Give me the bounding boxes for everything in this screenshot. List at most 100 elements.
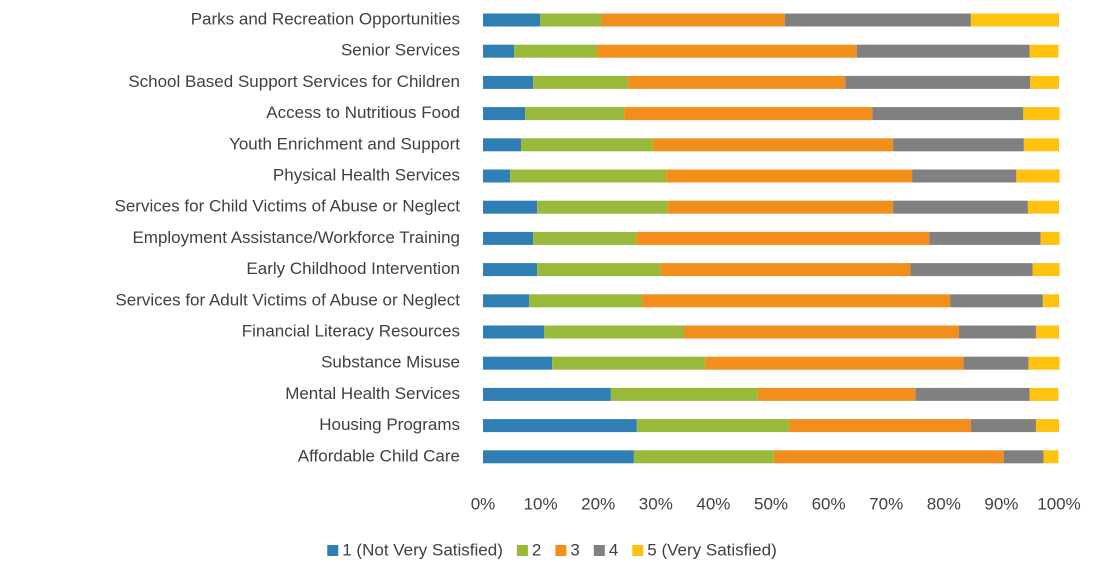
bar-segment	[1029, 44, 1059, 58]
bar-segment	[483, 200, 538, 214]
bar-segment	[1016, 169, 1060, 183]
legend-swatch	[593, 545, 605, 556]
y-tick-label: Services for Child Victims of Abuse or N…	[115, 197, 461, 216]
bar-segment	[537, 200, 668, 214]
bar-segment	[483, 138, 522, 152]
bar-segment	[1035, 419, 1059, 433]
bar-segment	[652, 138, 894, 152]
bar-segment	[533, 75, 629, 89]
bar-segment	[483, 263, 538, 277]
bar-segment	[893, 200, 1028, 214]
bar-segment	[1042, 294, 1059, 308]
bar-segment	[893, 138, 1024, 152]
bar-segment	[1040, 231, 1060, 245]
bar-segment	[666, 169, 913, 183]
y-tick-label: Affordable Child Care	[298, 446, 460, 465]
bar-segment	[684, 325, 959, 339]
bar-segment	[552, 356, 706, 370]
bar-segment	[483, 75, 534, 89]
bar-segment	[912, 169, 1017, 183]
bar-segment	[950, 294, 1043, 308]
y-tick-label: Senior Services	[341, 41, 460, 60]
bar-segment	[970, 419, 1036, 433]
bar-segment	[963, 356, 1029, 370]
bar-segment	[521, 138, 653, 152]
bar-segment	[1023, 107, 1060, 121]
bar-segment	[628, 75, 846, 89]
bar-segment	[483, 13, 541, 27]
x-tick-label: 90%	[984, 494, 1018, 513]
bar-segment	[483, 419, 637, 433]
bar-segment	[483, 107, 526, 121]
x-tick-label: 30%	[639, 494, 673, 513]
bar-segment	[1027, 200, 1059, 214]
bar-segment	[784, 13, 971, 27]
bar-segment	[514, 44, 598, 58]
y-tick-label: Substance Misuse	[321, 353, 460, 372]
bar-segment	[610, 387, 758, 401]
bar-segment	[483, 450, 634, 464]
bar-segment	[667, 200, 894, 214]
bar-segment	[597, 44, 857, 58]
bar-segment	[705, 356, 964, 370]
bar-segment	[773, 450, 1004, 464]
y-tick-label: Employment Assistance/Workforce Training	[132, 228, 460, 247]
bar-segment	[641, 294, 951, 308]
x-tick-label: 10%	[524, 494, 558, 513]
bar-segment	[636, 231, 930, 245]
bar-segment	[483, 231, 534, 245]
y-tick-label: Access to Nutritious Food	[266, 103, 460, 122]
bar-segment	[510, 169, 667, 183]
x-tick-label: 60%	[812, 494, 846, 513]
bar-segment	[1035, 325, 1059, 339]
y-tick-label: Services for Adult Victims of Abuse or N…	[115, 290, 460, 309]
bar-segment	[958, 325, 1036, 339]
bar-segment	[1032, 263, 1060, 277]
legend-label: 2	[532, 540, 541, 559]
x-tick-label: 20%	[581, 494, 615, 513]
bar-segment	[660, 263, 911, 277]
x-tick-label: 0%	[471, 494, 496, 513]
bar-segment	[1029, 387, 1059, 401]
bar-segment	[910, 263, 1033, 277]
legend-swatch	[516, 545, 528, 556]
y-tick-label: Parks and Recreation Opportunities	[191, 9, 460, 28]
bar-segment	[540, 13, 602, 27]
y-tick-label: Financial Literacy Resources	[242, 321, 460, 340]
legend-swatch	[327, 545, 339, 556]
bar-segment	[929, 231, 1041, 245]
legend-label: 1 (Not Very Satisfied)	[342, 540, 503, 559]
bar-segment	[788, 419, 971, 433]
y-tick-label: Housing Programs	[319, 415, 460, 434]
bar-segment	[483, 294, 530, 308]
bar-segment	[529, 294, 642, 308]
legend: 1 (Not Very Satisfied) 2 3 4 5 (Very Satisfi…	[327, 540, 777, 559]
bar-segment	[525, 107, 625, 121]
bar-segment	[537, 263, 661, 277]
bar-segment	[544, 325, 685, 339]
bar-segment	[1030, 75, 1059, 89]
bar-segment	[624, 107, 873, 121]
bar-segment	[845, 75, 1031, 89]
bar-segment	[483, 169, 511, 183]
x-tick-label: 80%	[927, 494, 961, 513]
bar-segment	[633, 450, 774, 464]
bar-segment	[1028, 356, 1060, 370]
legend-swatch	[555, 545, 567, 556]
bar-segment	[872, 107, 1024, 121]
bar-segment	[533, 231, 637, 245]
bar-segment	[636, 419, 789, 433]
bar-segment	[483, 387, 611, 401]
bar-segment	[970, 13, 1059, 27]
bar-segment	[483, 325, 545, 339]
bar-segment	[483, 44, 515, 58]
bar-segment	[1043, 450, 1059, 464]
x-tick-label: 100%	[1037, 494, 1080, 513]
y-tick-label: Early Childhood Intervention	[246, 259, 460, 278]
bar-segment	[856, 44, 1030, 58]
y-tick-label: Physical Health Services	[273, 165, 460, 184]
x-tick-label: 50%	[754, 494, 788, 513]
y-tick-label: Youth Enrichment and Support	[229, 134, 460, 153]
bar-segment	[915, 387, 1030, 401]
